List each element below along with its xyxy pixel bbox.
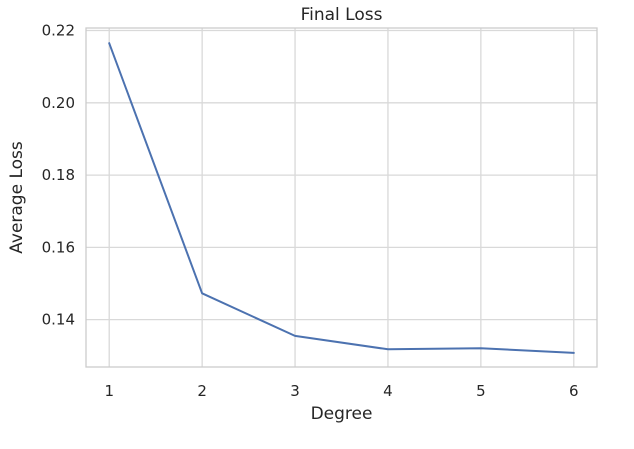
y-tick-label: 0.18: [42, 166, 75, 184]
y-tick-label: 0.16: [42, 238, 75, 256]
x-tick-label: 5: [476, 382, 486, 400]
x-tick-label: 6: [569, 382, 579, 400]
x-tick-label: 1: [104, 382, 114, 400]
plot-frame: [85, 27, 598, 368]
y-tick-label: 0.20: [42, 94, 75, 112]
series-line: [108, 42, 575, 354]
x-tick-label: 4: [383, 382, 393, 400]
x-tick-label: 2: [197, 382, 207, 400]
y-axis-label: Average Loss: [7, 141, 27, 254]
grid-layer: [86, 28, 597, 367]
x-tick-label: 3: [290, 382, 300, 400]
y-tick-labels: 0.14 0.16 0.18 0.20 0.22: [42, 22, 75, 329]
x-tick-labels: 1 2 3 4 5 6: [104, 382, 578, 400]
chart-title: Final Loss: [301, 5, 383, 25]
y-tick-label: 0.22: [42, 22, 75, 40]
x-axis-label: Degree: [311, 404, 373, 424]
y-tick-label: 0.14: [42, 311, 75, 329]
